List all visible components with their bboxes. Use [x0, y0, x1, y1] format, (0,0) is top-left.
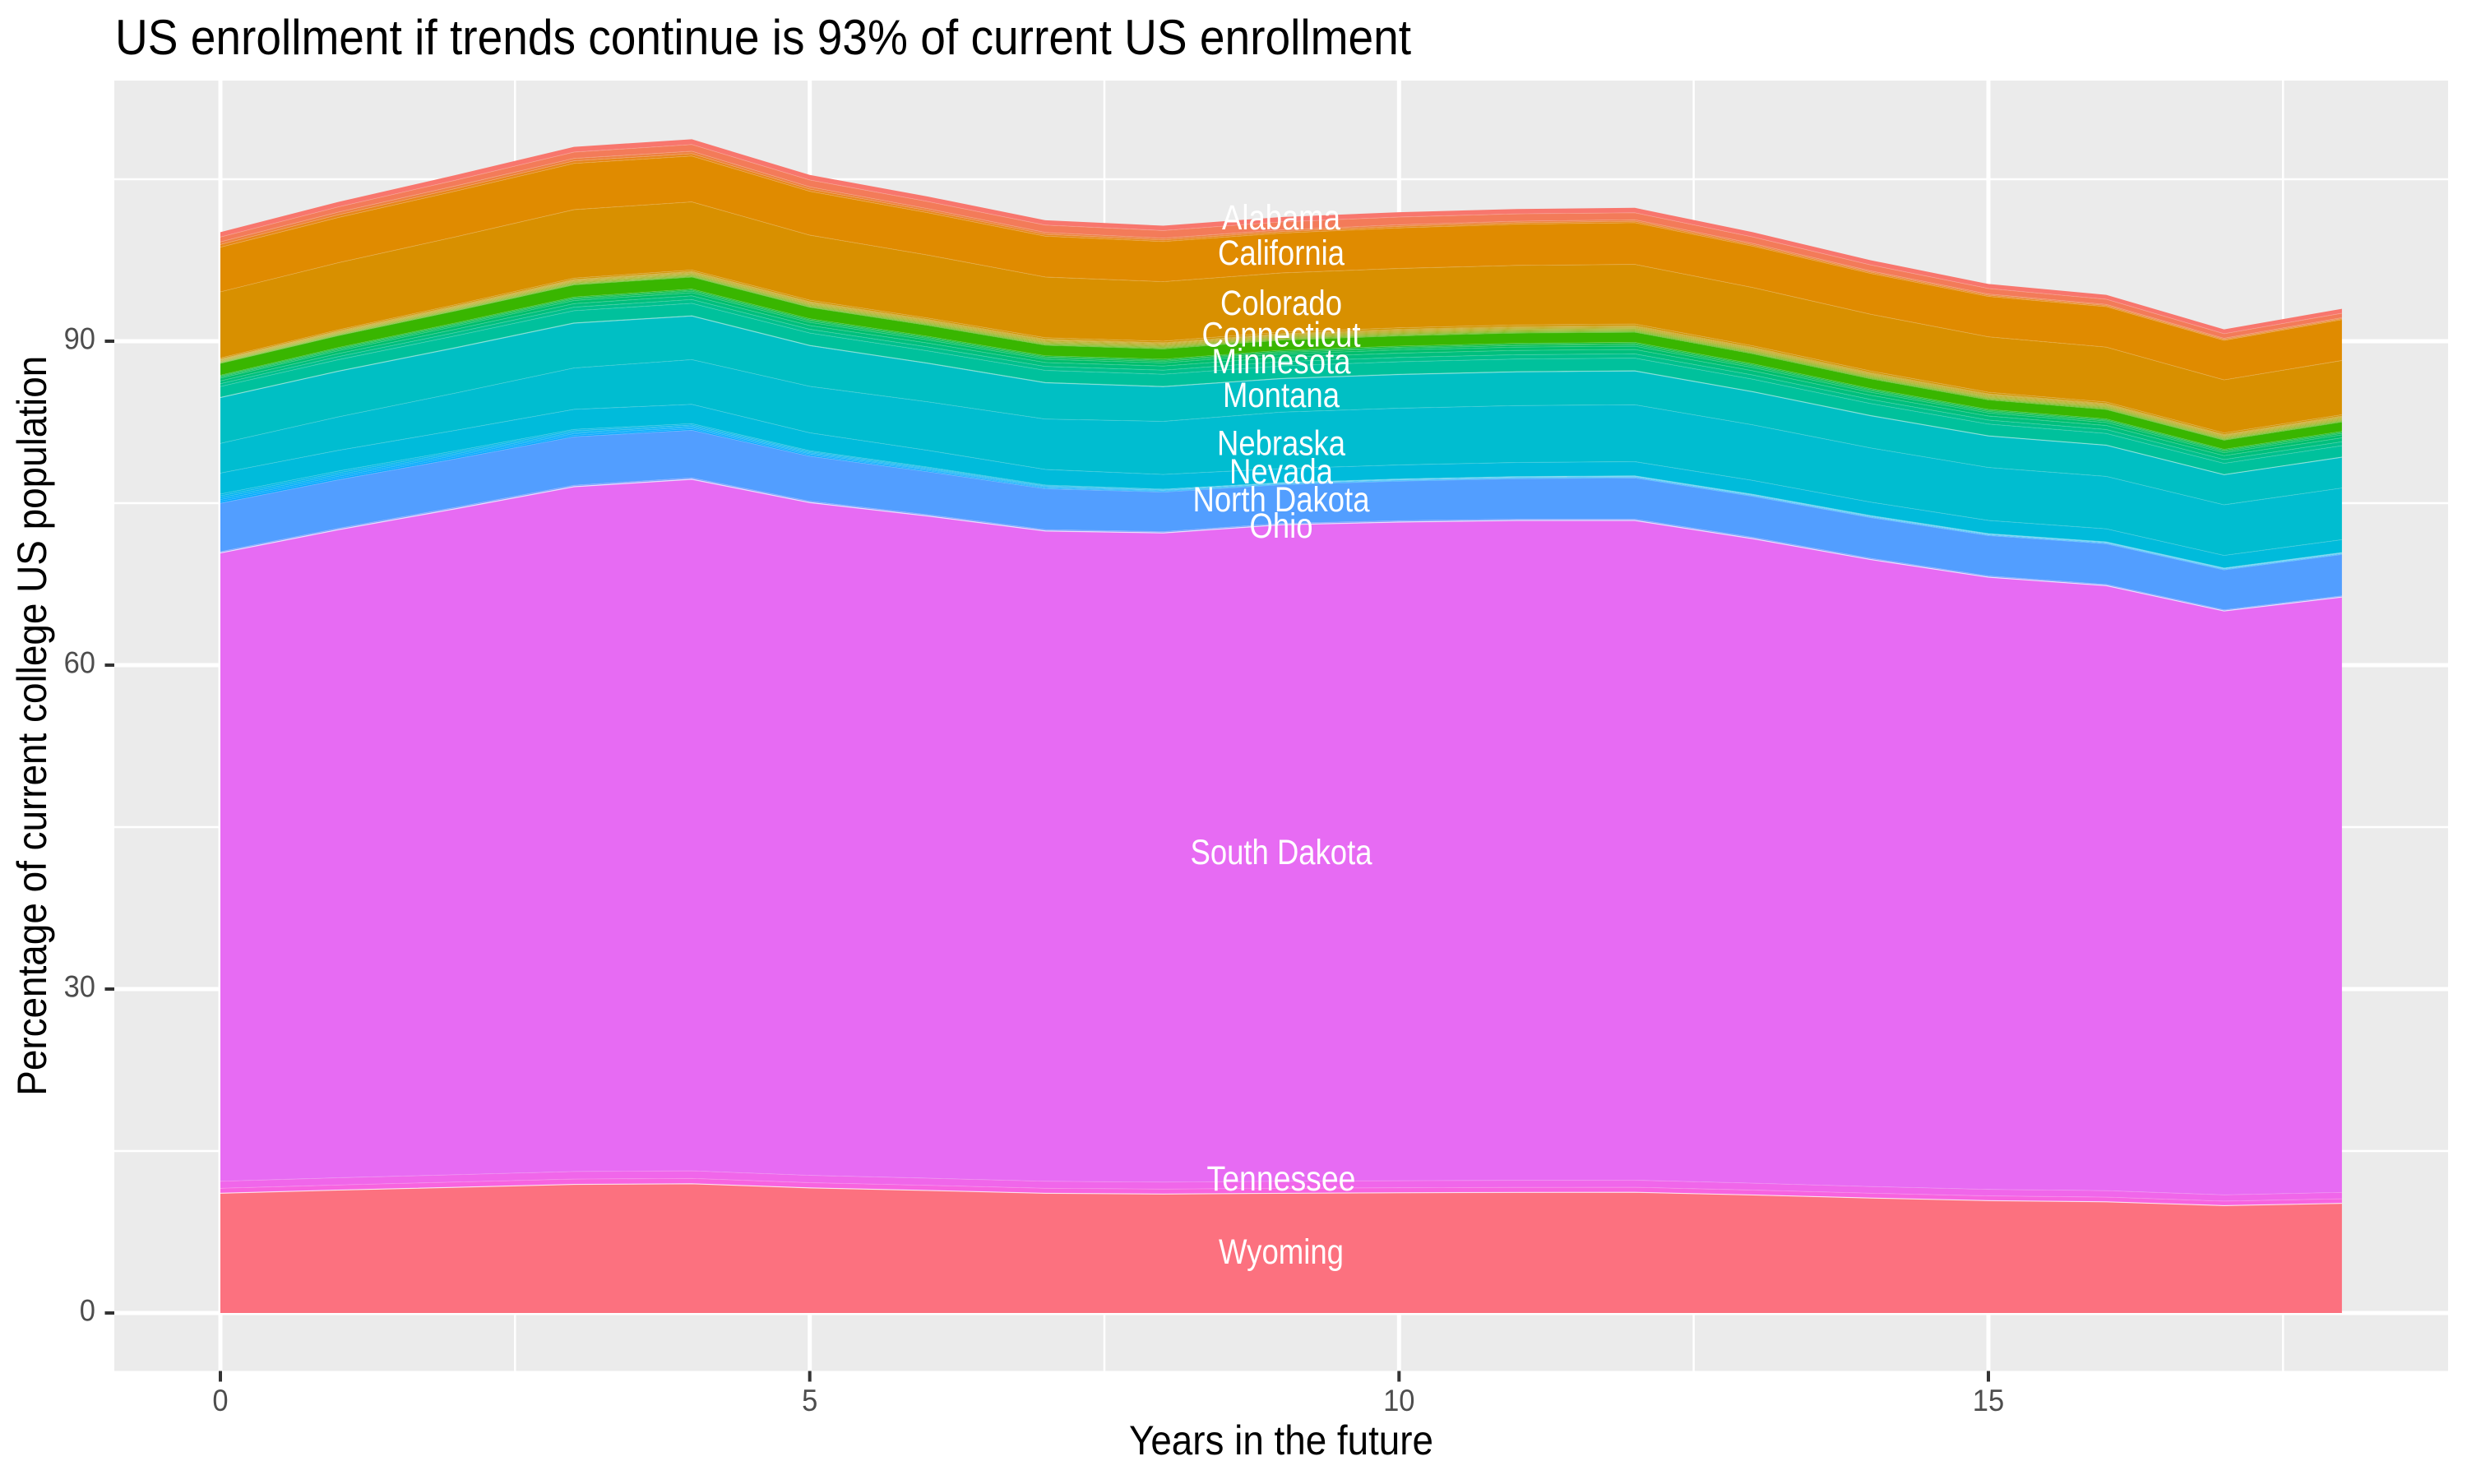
- svg-text:10: 10: [1383, 1383, 1414, 1417]
- svg-text:Ohio: Ohio: [1250, 506, 1313, 546]
- svg-text:Nevada: Nevada: [1229, 452, 1333, 492]
- svg-text:5: 5: [802, 1383, 817, 1417]
- svg-text:90: 90: [64, 321, 95, 356]
- svg-text:Colorado: Colorado: [1220, 284, 1342, 323]
- svg-text:30: 30: [64, 969, 95, 1004]
- svg-text:Years in the future: Years in the future: [1129, 1417, 1433, 1463]
- svg-text:South Dakota: South Dakota: [1191, 833, 1372, 872]
- svg-text:Percentage of current college: Percentage of current college US populat…: [9, 356, 55, 1096]
- svg-text:North Dakota: North Dakota: [1193, 480, 1370, 520]
- svg-text:15: 15: [1973, 1383, 2004, 1417]
- svg-text:US enrollment if trends contin: US enrollment if trends continue is 93% …: [115, 9, 1411, 65]
- svg-text:60: 60: [64, 645, 95, 680]
- svg-text:Wyoming: Wyoming: [1219, 1232, 1344, 1272]
- svg-text:California: California: [1218, 233, 1345, 273]
- svg-text:Nebraska: Nebraska: [1217, 424, 1345, 464]
- svg-text:0: 0: [80, 1293, 95, 1328]
- svg-text:Tennessee: Tennessee: [1207, 1159, 1356, 1199]
- svg-text:Montana: Montana: [1223, 376, 1340, 415]
- svg-text:Alabama: Alabama: [1222, 198, 1340, 238]
- svg-text:0: 0: [212, 1383, 228, 1417]
- svg-text:Connecticut: Connecticut: [1202, 316, 1361, 355]
- svg-text:Minnesota: Minnesota: [1212, 342, 1351, 381]
